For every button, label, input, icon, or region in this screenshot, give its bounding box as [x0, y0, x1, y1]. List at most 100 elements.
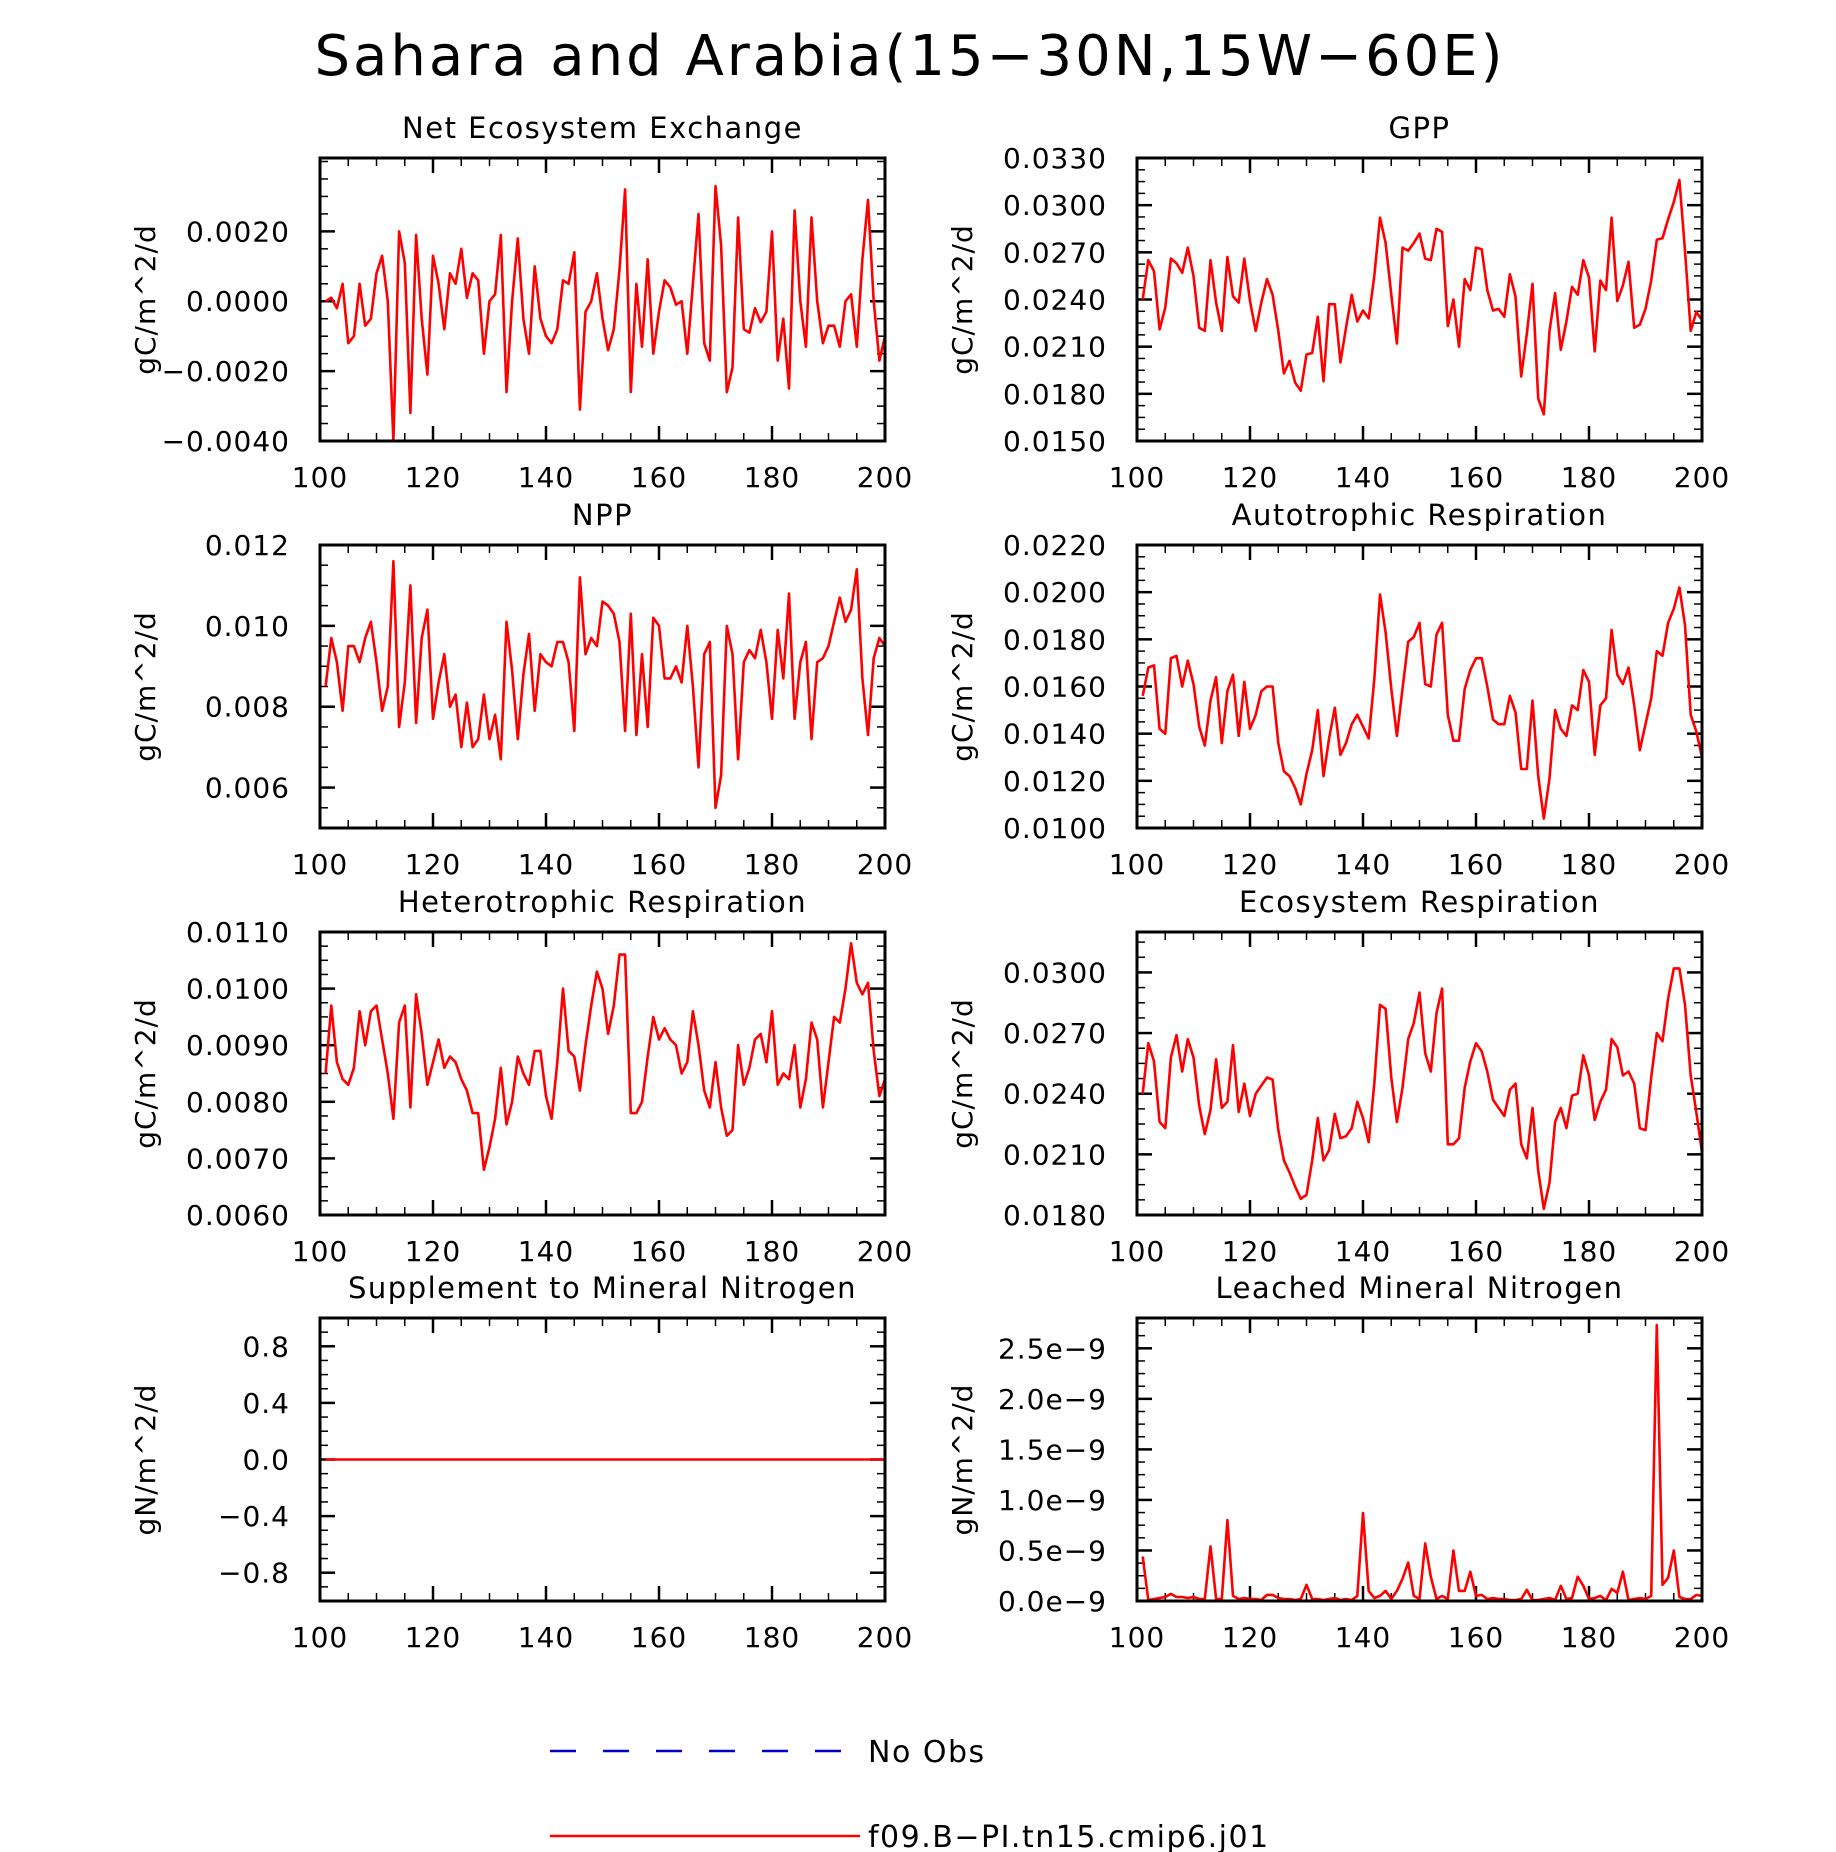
chart-panel-5: Heterotrophic Respiration gC/m^2/d 100 120 1…	[129, 885, 913, 1268]
panel-title: NPP	[572, 498, 633, 532]
series-line-1	[1141, 586, 1702, 820]
x-tick-label: 100	[292, 1235, 348, 1268]
x-tick-label: 200	[857, 461, 913, 494]
x-tick-label: 120	[1222, 1235, 1278, 1268]
x-tick-label: 100	[292, 461, 348, 494]
y-tick-label: −0.0020	[162, 355, 290, 388]
x-tick-label: 140	[1335, 1235, 1391, 1268]
series-line-1	[324, 184, 885, 441]
y-tick-label: 0.0240	[1003, 284, 1107, 317]
x-tick-label: 160	[1448, 461, 1504, 494]
y-tick-label: 0.0060	[186, 1199, 290, 1232]
x-tick-label: 120	[405, 461, 461, 494]
y-tick-label: 0.0210	[1003, 331, 1107, 364]
y-tick-label: 0.0270	[1003, 1017, 1107, 1050]
y-tick-label: 0.0080	[186, 1086, 290, 1119]
y-tick-label: 2.0e−9	[998, 1383, 1107, 1416]
y-tick-label: 0.0240	[1003, 1078, 1107, 1111]
x-tick-label: 200	[857, 1621, 913, 1654]
x-tick-label: 140	[518, 461, 574, 494]
y-tick-label: 0.0	[242, 1444, 290, 1477]
x-tick-label: 160	[1448, 848, 1504, 881]
y-tick-label: 0.0150	[1003, 425, 1107, 458]
x-tick-label: 100	[1109, 461, 1165, 494]
y-tick-label: 0.0100	[186, 973, 290, 1006]
y-tick-label: −0.0040	[162, 425, 290, 458]
x-tick-label: 180	[744, 848, 800, 881]
y-tick-label: 0.008	[205, 691, 290, 724]
y-tick-label: 2.5e−9	[998, 1332, 1107, 1365]
x-tick-label: 120	[1222, 848, 1278, 881]
y-tick-label: 0.0330	[1003, 142, 1107, 175]
x-tick-label: 100	[1109, 1621, 1165, 1654]
y-axis-label: gN/m^2/d	[946, 1384, 979, 1536]
y-tick-label: 0.0140	[1003, 718, 1107, 751]
x-tick-label: 160	[631, 848, 687, 881]
x-tick-label: 100	[1109, 848, 1165, 881]
y-tick-label: 0.0e−9	[998, 1585, 1107, 1618]
legend-label-no-obs: No Obs	[868, 1735, 986, 1770]
y-tick-label: 0.0180	[1003, 623, 1107, 656]
x-tick-label: 160	[631, 1621, 687, 1654]
x-tick-label: 160	[1448, 1621, 1504, 1654]
y-tick-label: 0.0300	[1003, 189, 1107, 222]
y-axis-label: gC/m^2/d	[129, 224, 162, 375]
y-tick-label: 0.0100	[1003, 812, 1107, 845]
legend: No Obs f09.B−PI.tn15.cmip6.j01	[550, 1735, 1268, 1852]
x-tick-label: 120	[405, 1621, 461, 1654]
y-axis-label: gC/m^2/d	[946, 998, 979, 1149]
x-tick-label: 200	[1674, 848, 1730, 881]
x-tick-label: 140	[1335, 461, 1391, 494]
series-line-1	[324, 941, 885, 1171]
x-tick-label: 180	[744, 1621, 800, 1654]
x-tick-label: 200	[1674, 1621, 1730, 1654]
chart-panel-8: Leached Mineral Nitrogen gN/m^2/d 100 120 14…	[946, 1271, 1730, 1654]
x-tick-label: 200	[1674, 1235, 1730, 1268]
panel-title: Autotrophic Respiration	[1232, 498, 1608, 532]
plot-frame	[1135, 930, 1704, 1217]
plot-frame	[1135, 543, 1704, 830]
x-tick-label: 180	[744, 461, 800, 494]
y-tick-label: 0.0200	[1003, 576, 1107, 609]
y-tick-label: 0.0180	[1003, 378, 1107, 411]
x-tick-label: 140	[1335, 848, 1391, 881]
x-tick-label: 100	[292, 1621, 348, 1654]
y-tick-label: −0.8	[218, 1557, 290, 1590]
x-tick-label: 140	[518, 848, 574, 881]
series-line-1	[324, 559, 885, 810]
x-tick-label: 120	[1222, 461, 1278, 494]
y-axis-label: gC/m^2/d	[129, 611, 162, 762]
x-tick-label: 180	[1561, 1621, 1617, 1654]
x-tick-label: 180	[1561, 848, 1617, 881]
plot-frame	[318, 930, 887, 1217]
panel-title: Ecosystem Respiration	[1239, 885, 1600, 919]
y-tick-label: −0.4	[218, 1500, 290, 1533]
y-tick-label: 0.010	[205, 610, 290, 643]
y-tick-label: 0.4	[242, 1387, 290, 1420]
x-tick-label: 180	[744, 1235, 800, 1268]
y-tick-label: 0.0070	[186, 1142, 290, 1175]
y-tick-label: 0.0220	[1003, 529, 1107, 562]
y-tick-label: 0.5e−9	[998, 1534, 1107, 1567]
y-tick-label: 1.0e−9	[998, 1484, 1107, 1517]
x-tick-label: 140	[1335, 1621, 1391, 1654]
chart-panel-7: Supplement to Mineral Nitrogen gN/m^2/d 10…	[129, 1271, 913, 1654]
y-tick-label: 0.0210	[1003, 1138, 1107, 1171]
series-line-1	[1141, 1323, 1702, 1601]
series-line-1	[1141, 178, 1702, 416]
x-tick-label: 200	[857, 1235, 913, 1268]
panel-title: Supplement to Mineral Nitrogen	[348, 1271, 857, 1305]
chart-panel-2: GPP gC/m^2/d 100 120 140 160 180 200 0.0150 0.018…	[946, 111, 1729, 494]
y-tick-label: 0.006	[205, 772, 290, 805]
x-tick-label: 160	[631, 461, 687, 494]
y-tick-label: 0.0160	[1003, 671, 1107, 704]
plot-frame	[318, 543, 887, 830]
panel-title: GPP	[1389, 111, 1451, 145]
x-tick-label: 180	[1561, 461, 1617, 494]
page-title: Sahara and Arabia(15−30N,15W−60E)	[314, 24, 1505, 89]
panels: Net Ecosystem Exchange gC/m^2/d 100 120 140 1…	[129, 111, 1730, 1654]
x-tick-label: 100	[292, 848, 348, 881]
y-tick-label: 0.0120	[1003, 765, 1107, 798]
plot-frame	[1135, 156, 1704, 443]
